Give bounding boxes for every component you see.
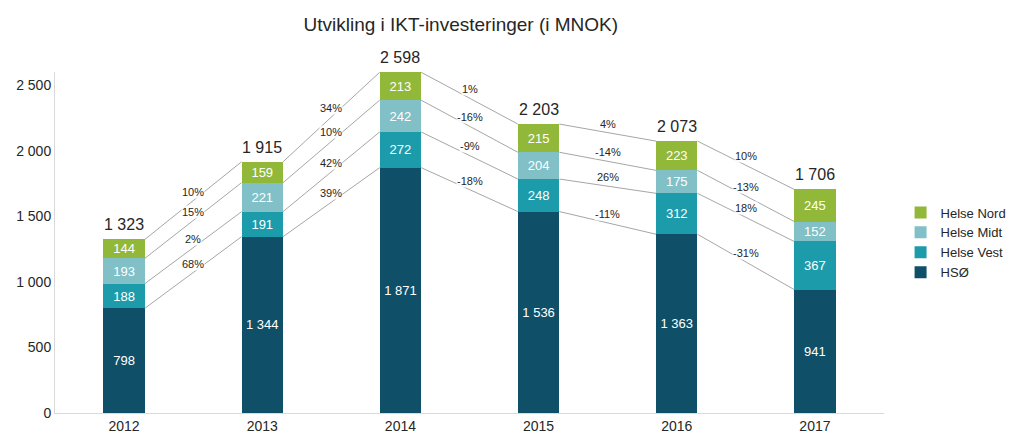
svg-text:10%: 10% <box>320 126 342 138</box>
svg-text:2015: 2015 <box>523 418 554 434</box>
svg-text:-11%: -11% <box>595 208 620 220</box>
svg-text:2 203: 2 203 <box>519 101 559 118</box>
svg-text:2%: 2% <box>185 233 201 245</box>
svg-text:10%: 10% <box>182 186 204 198</box>
svg-text:HSØ: HSØ <box>941 265 969 280</box>
svg-text:223: 223 <box>666 148 688 163</box>
svg-text:-14%: -14% <box>595 146 621 158</box>
svg-text:1 706: 1 706 <box>795 166 835 183</box>
svg-text:175: 175 <box>666 174 688 189</box>
svg-text:272: 272 <box>390 142 412 157</box>
svg-text:1 344: 1 344 <box>246 317 279 332</box>
svg-text:-13%: -13% <box>733 181 759 193</box>
svg-text:2012: 2012 <box>109 418 140 434</box>
svg-text:798: 798 <box>113 353 135 368</box>
svg-text:39%: 39% <box>320 187 342 199</box>
svg-text:152: 152 <box>804 224 826 239</box>
svg-text:Utvikling i IKT-investeringer: Utvikling i IKT-investeringer (i MNOK) <box>303 14 618 35</box>
svg-text:2 073: 2 073 <box>657 118 697 135</box>
svg-text:-18%: -18% <box>457 175 483 187</box>
svg-text:1 915: 1 915 <box>242 139 282 156</box>
svg-text:2 598: 2 598 <box>380 49 420 66</box>
svg-text:500: 500 <box>28 339 52 355</box>
svg-text:2 500: 2 500 <box>16 77 51 93</box>
svg-text:941: 941 <box>804 344 826 359</box>
svg-text:-31%: -31% <box>733 247 759 259</box>
svg-text:1 536: 1 536 <box>522 305 555 320</box>
svg-text:-9%: -9% <box>460 140 480 152</box>
svg-text:26%: 26% <box>597 171 619 183</box>
svg-text:2013: 2013 <box>247 418 278 434</box>
svg-text:215: 215 <box>528 131 550 146</box>
svg-text:2016: 2016 <box>661 418 692 434</box>
svg-text:10%: 10% <box>735 150 757 162</box>
svg-text:2 000: 2 000 <box>16 143 51 159</box>
svg-text:193: 193 <box>113 264 135 279</box>
svg-text:34%: 34% <box>320 102 342 114</box>
svg-text:245: 245 <box>804 198 826 213</box>
svg-text:42%: 42% <box>320 157 342 169</box>
svg-text:1 363: 1 363 <box>660 316 693 331</box>
svg-text:312: 312 <box>666 206 688 221</box>
svg-text:4%: 4% <box>600 118 616 130</box>
svg-text:159: 159 <box>251 165 273 180</box>
svg-text:1 000: 1 000 <box>16 274 51 290</box>
svg-text:1 323: 1 323 <box>104 216 144 233</box>
svg-text:-16%: -16% <box>457 111 483 123</box>
svg-text:18%: 18% <box>735 202 757 214</box>
svg-text:242: 242 <box>390 109 412 124</box>
svg-text:1%: 1% <box>462 83 478 95</box>
svg-text:2017: 2017 <box>799 418 830 434</box>
svg-text:15%: 15% <box>182 206 204 218</box>
svg-text:Helse Nord: Helse Nord <box>941 206 1006 221</box>
svg-text:367: 367 <box>804 258 826 273</box>
svg-text:1 871: 1 871 <box>384 283 417 298</box>
svg-text:0: 0 <box>43 405 51 421</box>
svg-text:68%: 68% <box>182 258 204 270</box>
svg-text:204: 204 <box>528 158 550 173</box>
svg-text:144: 144 <box>113 241 135 256</box>
svg-text:188: 188 <box>113 289 135 304</box>
svg-text:221: 221 <box>251 190 273 205</box>
svg-text:191: 191 <box>251 217 273 232</box>
svg-text:213: 213 <box>390 79 412 94</box>
svg-text:1 500: 1 500 <box>16 208 51 224</box>
svg-text:2014: 2014 <box>385 418 416 434</box>
svg-text:Helse Vest: Helse Vest <box>941 245 1004 260</box>
svg-text:Helse Midt: Helse Midt <box>941 225 1003 240</box>
svg-text:248: 248 <box>528 188 550 203</box>
